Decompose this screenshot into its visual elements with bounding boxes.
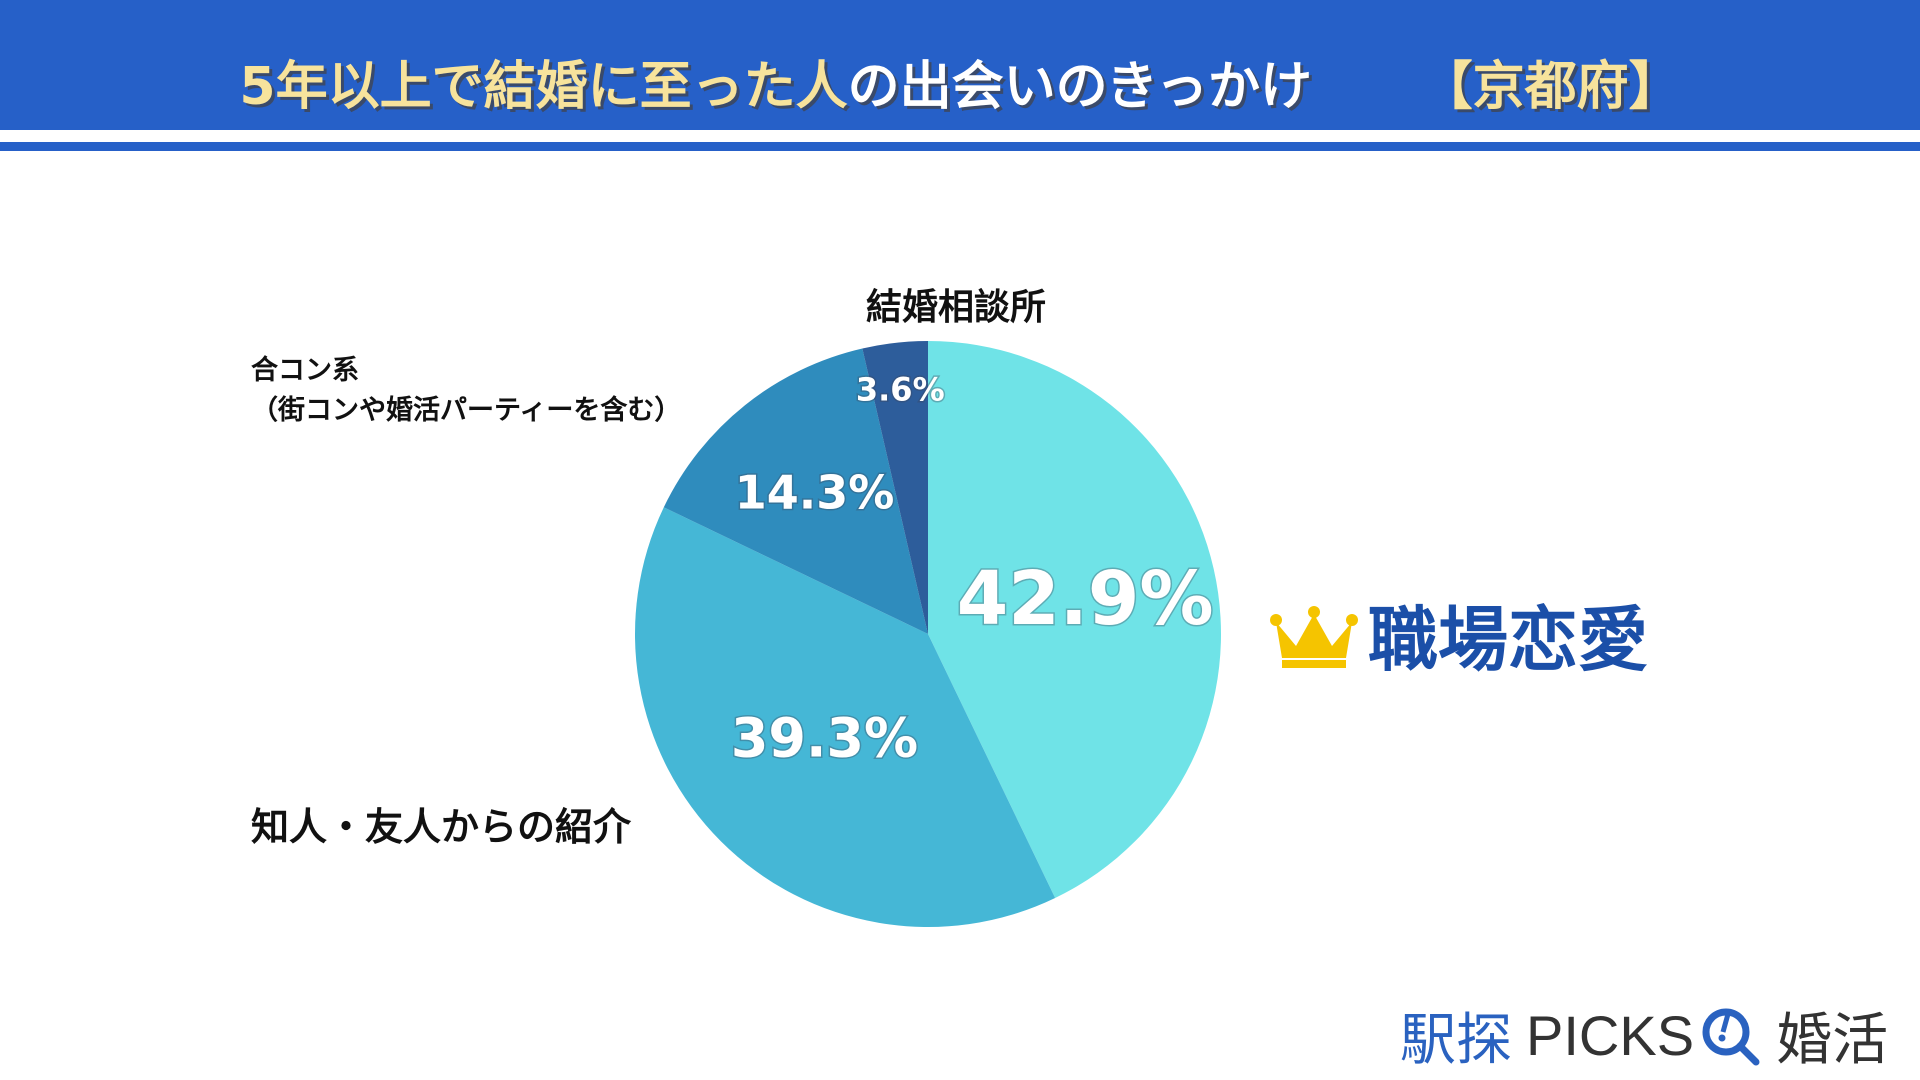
pie-slice [635, 507, 1056, 927]
divider [0, 130, 1920, 142]
crown-icon [1270, 605, 1358, 668]
label-friends: 知人・友人からの紹介 [251, 805, 632, 849]
data-label: 3.6% [856, 371, 945, 409]
data-label: 42.9% [957, 556, 1214, 642]
label-party-line2: （街コンや婚活パーティーを含む） [251, 395, 682, 426]
divider [0, 142, 1920, 151]
pie-slice [928, 341, 1221, 898]
logo-part: 駅探 [1400, 1008, 1512, 1073]
logo: 駅探 PICKS 婚活 [1400, 995, 1888, 1076]
logo-part: 婚活 [1776, 1008, 1889, 1073]
data-label: 39.3% [731, 707, 918, 770]
title-region: 【京都府】 [1420, 57, 1681, 117]
header-bar [0, 0, 1920, 130]
pie-slice [663, 348, 928, 634]
label-agency: 結婚相談所 [866, 287, 1047, 328]
top-category: 職場恋愛 [1268, 584, 1648, 685]
magnifier-icon [1702, 1008, 1760, 1065]
pie-slice [862, 341, 928, 634]
logo-part: PICKS [1526, 1004, 1695, 1067]
page-title: 5年以上で結婚に至った人の出会いのきっかけ 【京都府】 [0, 44, 1920, 119]
title-part: 5年以上で結婚に至った人 [239, 57, 848, 117]
data-label: 14.3% [735, 465, 895, 519]
top-category-label: 職場恋愛 [1368, 599, 1648, 681]
title-part: の出会いのきっかけ [847, 57, 1312, 117]
label-party-line1: 合コン系 [251, 355, 359, 386]
